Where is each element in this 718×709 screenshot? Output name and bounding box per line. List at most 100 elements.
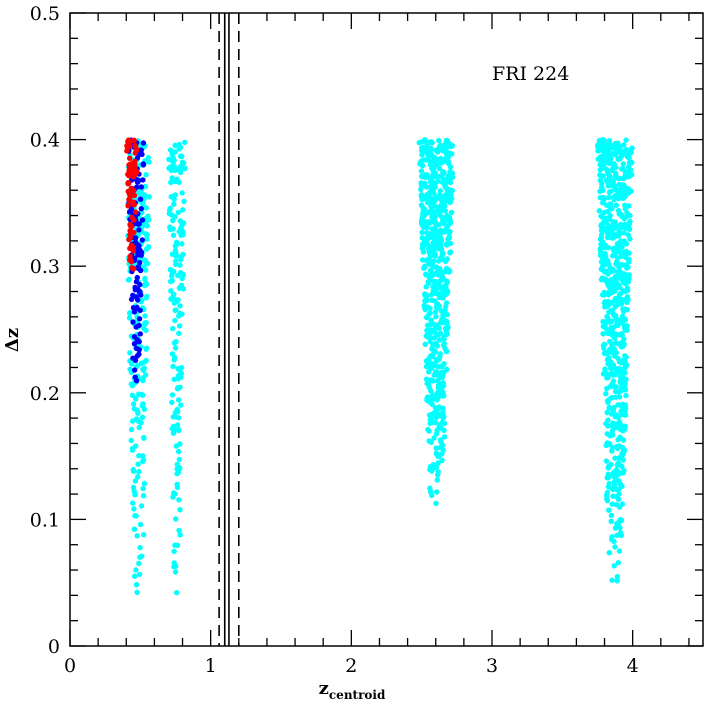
data-point [178, 282, 185, 288]
data-point [168, 296, 174, 302]
data-point [614, 578, 620, 584]
y-tick-label: 0.1 [30, 509, 60, 531]
data-point [134, 589, 140, 595]
data-point [170, 363, 176, 370]
data-point [130, 244, 136, 250]
data-point [422, 292, 428, 298]
data-point [443, 226, 449, 232]
data-point [606, 194, 612, 201]
data-point [597, 167, 603, 173]
data-point [140, 485, 146, 492]
data-point [611, 563, 617, 569]
data-point [601, 300, 608, 306]
data-point [595, 156, 601, 162]
data-point [610, 432, 616, 438]
data-point [629, 159, 635, 166]
data-point [610, 493, 616, 499]
data-point [129, 418, 136, 424]
data-point [143, 205, 149, 211]
data-point [127, 350, 133, 356]
x-axis-title: zcentroid [319, 678, 386, 702]
data-point [617, 419, 623, 425]
data-point [599, 153, 605, 159]
data-point [428, 146, 434, 153]
data-point [125, 179, 132, 186]
data-point [441, 420, 448, 427]
data-point [170, 155, 177, 162]
data-point [425, 426, 431, 433]
data-point [617, 402, 623, 408]
data-point [141, 264, 147, 270]
data-point [604, 375, 610, 381]
data-point [608, 188, 614, 195]
data-point [621, 336, 627, 342]
data-point [166, 210, 172, 217]
data-point [437, 351, 443, 357]
y-tick-labels: 0 0.1 0.2 0.3 0.4 0.5 [30, 3, 60, 658]
data-point [623, 147, 630, 153]
data-point [129, 265, 135, 271]
data-point [124, 143, 130, 149]
data-point [136, 424, 142, 431]
data-point [606, 507, 612, 513]
data-point [620, 288, 627, 294]
data-point [622, 202, 628, 208]
data-point [176, 313, 182, 319]
data-point [446, 189, 453, 195]
data-point [176, 330, 182, 337]
data-point [132, 573, 138, 579]
data-point [604, 497, 611, 504]
data-point [612, 455, 618, 461]
data-point [437, 278, 443, 284]
data-point [609, 167, 615, 174]
data-point [440, 313, 446, 320]
data-point [598, 235, 605, 241]
data-point [625, 287, 631, 294]
data-point [447, 229, 453, 235]
y-tick-label: 0.3 [30, 256, 60, 278]
data-point [601, 341, 608, 347]
data-point [444, 256, 450, 262]
data-point [624, 299, 630, 305]
data-point [423, 376, 430, 382]
data-point [419, 203, 425, 209]
data-point [128, 381, 134, 387]
data-point [433, 464, 440, 471]
data-point [617, 175, 623, 181]
data-point [136, 453, 142, 459]
data-point [598, 276, 605, 283]
data-point [443, 329, 450, 335]
data-point [612, 371, 619, 378]
data-point [608, 155, 614, 161]
data-point [613, 316, 619, 322]
data-point [170, 414, 176, 420]
data-point [606, 284, 612, 290]
data-point [598, 222, 604, 228]
data-point [436, 303, 442, 309]
data-point [171, 548, 177, 555]
data-point [599, 264, 605, 271]
data-point [433, 420, 439, 426]
data-point [430, 411, 436, 417]
data-point [444, 212, 450, 219]
data-point [430, 212, 436, 218]
data-point [167, 278, 174, 285]
data-point [134, 274, 140, 281]
data-point [627, 170, 633, 176]
data-point [426, 209, 432, 215]
data-point [177, 532, 183, 538]
data-point [434, 204, 441, 210]
data-point [167, 205, 173, 212]
data-point [136, 469, 142, 475]
data-point [171, 201, 177, 207]
data-points [124, 137, 635, 596]
data-point [132, 374, 138, 380]
data-point [434, 427, 440, 433]
data-point [135, 461, 141, 467]
data-point [616, 341, 622, 347]
data-point [609, 448, 615, 454]
data-point [126, 310, 133, 316]
data-point [427, 267, 434, 274]
data-point [445, 288, 451, 295]
data-point [127, 232, 133, 238]
